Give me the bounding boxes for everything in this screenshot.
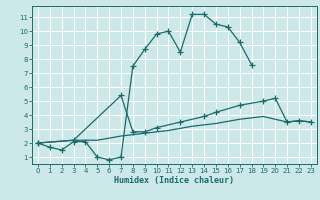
X-axis label: Humidex (Indice chaleur): Humidex (Indice chaleur) — [115, 176, 234, 185]
